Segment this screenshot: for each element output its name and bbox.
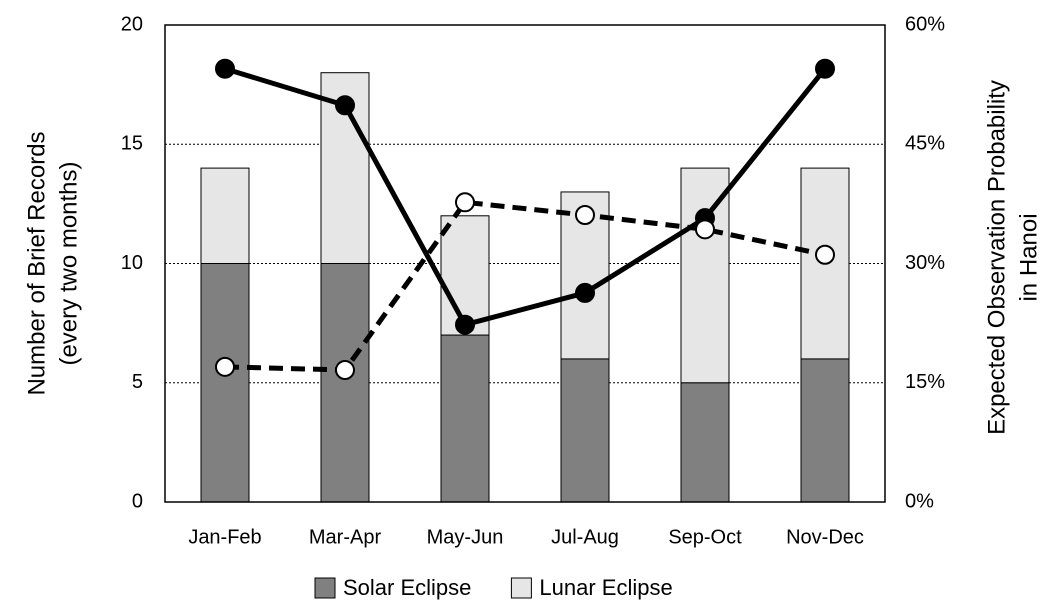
y-axis-label: Number of Brief Records: [23, 131, 50, 395]
y-axis-label: (every two months): [55, 161, 82, 365]
y2-axis-label: in Hanoi: [1015, 213, 1042, 301]
x-tick-label: Jul-Aug: [551, 526, 619, 548]
legend-swatch: [510, 577, 532, 599]
y2-tick-label: 15%: [905, 371, 945, 393]
marker: [815, 244, 835, 265]
y2-tick-label: 45%: [905, 133, 945, 155]
y2-tick-label: 60%: [905, 13, 945, 35]
line: [224, 199, 826, 373]
plot-frame: [164, 24, 886, 503]
line: [224, 66, 827, 328]
y2-axis-label: Expected Observation Probability: [983, 80, 1010, 435]
y-tick-label: 5: [132, 371, 143, 393]
y-tick-label: 15: [121, 133, 143, 155]
x-tick-label: Nov-Dec: [786, 526, 864, 548]
x-tick-label: May-Jun: [427, 526, 504, 548]
y-tick-label: 20: [121, 13, 143, 35]
marker: [455, 192, 475, 213]
x-tick-label: Sep-Oct: [668, 526, 742, 548]
marker: [455, 314, 475, 335]
bar: [680, 382, 730, 503]
bar: [200, 263, 250, 503]
legend-swatch: [314, 577, 336, 599]
bar: [800, 358, 850, 503]
bar: [680, 167, 730, 384]
x-tick-label: Mar-Apr: [309, 526, 382, 548]
x-tick-label: Jan-Feb: [188, 526, 261, 548]
legend-label: Lunar Eclipse: [539, 575, 672, 600]
bar: [440, 334, 490, 503]
legend-label: Solar Eclipse: [343, 575, 471, 600]
marker: [575, 282, 595, 303]
y2-tick-label: 30%: [905, 252, 945, 274]
y2-tick-label: 0%: [905, 490, 934, 512]
marker: [215, 356, 235, 377]
bar: [200, 167, 250, 265]
marker: [335, 95, 355, 116]
y-tick-label: 10: [121, 252, 143, 274]
bar: [320, 263, 370, 503]
marker: [815, 58, 835, 79]
y-tick-label: 0: [132, 490, 143, 512]
bar: [560, 358, 610, 503]
marker: [695, 219, 715, 240]
marker: [575, 205, 595, 226]
marker: [215, 58, 235, 79]
marker: [335, 360, 355, 381]
